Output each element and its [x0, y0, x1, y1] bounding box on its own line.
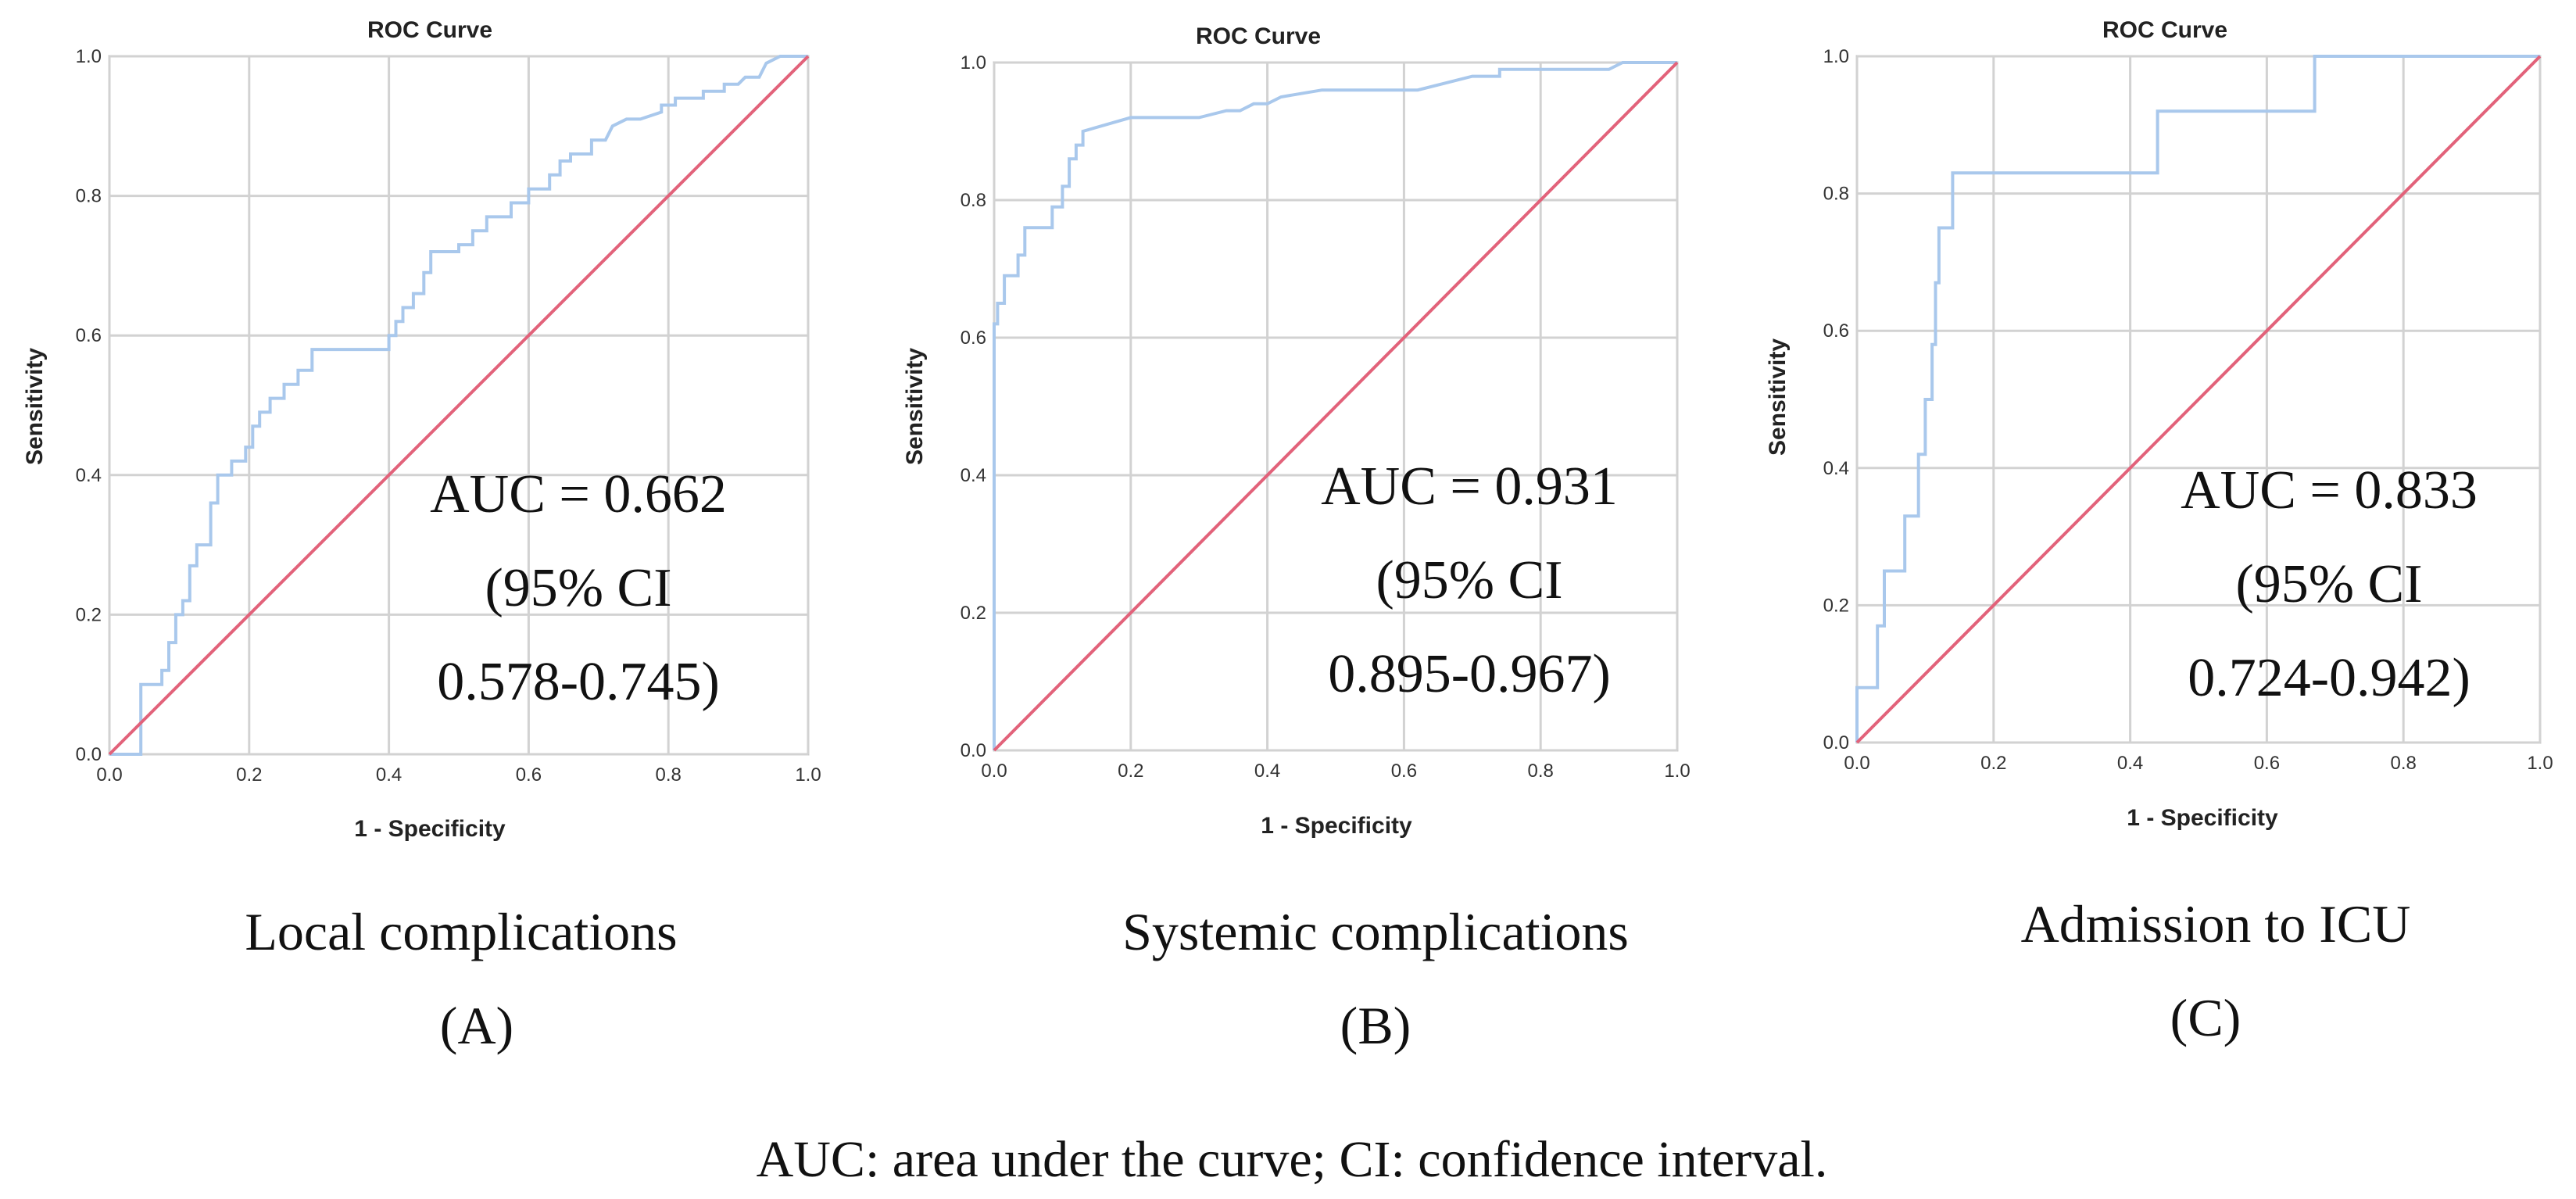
- panel-c-y-tick-label: 1.0: [1823, 46, 1849, 67]
- panel-a-reference-line: [108, 55, 810, 756]
- panel-c-roc-curve: [1855, 55, 2540, 743]
- panel-b-x-tick-label: 1.0: [1664, 761, 1690, 782]
- panel-a-title: ROC Curve: [367, 17, 492, 43]
- panel-b-caption: Systemic complications: [1122, 902, 1629, 961]
- panel-a-y-tick-label: 0.2: [76, 604, 102, 625]
- panel-c-x-tick-label: 1.0: [2527, 753, 2553, 774]
- panel-c-x-tick-label: 0.2: [1980, 753, 2006, 774]
- panel-c-x-tick-label: 0.4: [2117, 753, 2143, 774]
- panel-c-ci-range: 0.724-0.942): [2188, 648, 2470, 708]
- panel-b-x-axis-label: 1 - Specificity: [1261, 813, 1412, 839]
- panel-b-auc-text: AUC = 0.931: [1321, 456, 1618, 517]
- panel-c-y-tick-label: 0.8: [1823, 184, 1849, 205]
- panel-a-caption: Local complications: [245, 902, 677, 961]
- panel-c-x-tick-label: 0.6: [2254, 753, 2280, 774]
- panel-a-y-tick-label: 0.6: [76, 325, 102, 346]
- panel-a-y-axis-label: Sensitivity: [22, 348, 48, 465]
- panel-b-x-tick-label: 0.4: [1254, 761, 1280, 782]
- panel-a-x-axis-label: 1 - Specificity: [354, 816, 506, 842]
- panel-b: ROC Curve 1 - Specificity Sensitivity 0.…: [902, 23, 1690, 1055]
- panel-a-x-tick-label: 0.4: [376, 764, 402, 786]
- panel-a-ci-label: (95% CI: [485, 558, 671, 618]
- panel-c-x-tick-label: 0.8: [2391, 753, 2417, 774]
- panel-c-caption: Admission to ICU: [2021, 894, 2411, 954]
- panel-b-title: ROC Curve: [1196, 23, 1321, 49]
- panel-b-y-tick-label: 0.6: [961, 327, 986, 349]
- panel-b-y-tick-label: 0.4: [961, 465, 986, 486]
- panel-a-x-tick-label: 0.8: [656, 764, 682, 786]
- panel-b-x-tick-label: 0.8: [1528, 761, 1554, 782]
- panel-b-y-tick-label: 0.8: [961, 190, 986, 211]
- panel-a-y-tick-label: 0.0: [76, 744, 102, 765]
- panel-c-y-axis-label: Sensitivity: [1765, 338, 1791, 456]
- panel-c-y-tick-label: 0.2: [1823, 595, 1849, 616]
- panel-a-auc-text: AUC = 0.662: [430, 464, 727, 524]
- panel-c-label: (C): [2170, 988, 2241, 1047]
- panel-a: ROC Curve 1 - Specificity Sensitivity 0.…: [22, 17, 821, 1055]
- panel-c-x-tick-label: 0.0: [1844, 753, 1869, 774]
- panel-a-y-tick-label: 1.0: [76, 46, 102, 67]
- panel-b-ci-range: 0.895-0.967): [1328, 644, 1611, 704]
- panel-c-reference-line: [1855, 55, 2542, 744]
- panel-a-roc-curve: [109, 55, 808, 756]
- panel-a-y-tick-label: 0.8: [76, 186, 102, 207]
- panel-c-y-tick-label: 0.4: [1823, 458, 1849, 479]
- panel-a-label: (A): [440, 996, 513, 1055]
- panel-b-y-tick-label: 0.0: [961, 740, 986, 761]
- panel-b-x-tick-label: 0.2: [1118, 761, 1143, 782]
- panel-b-ci-label: (95% CI: [1376, 550, 1562, 610]
- panel-a-y-tick-label: 0.4: [76, 465, 102, 486]
- panel-b-y-tick-label: 0.2: [961, 603, 986, 624]
- panel-b-roc-curve: [993, 61, 1677, 750]
- panel-b-label: (B): [1340, 996, 1411, 1055]
- panel-b-reference-line: [993, 61, 1679, 752]
- panel-c-ci-label: (95% CI: [2235, 554, 2422, 614]
- panel-a-ci-range: 0.578-0.745): [437, 652, 720, 712]
- panel-c-y-tick-label: 0.0: [1823, 732, 1849, 753]
- panel-a-x-tick-label: 0.6: [516, 764, 542, 786]
- panel-a-x-tick-label: 0.0: [96, 764, 122, 786]
- panel-a-x-tick-label: 0.2: [236, 764, 262, 786]
- panel-c-x-axis-label: 1 - Specificity: [2127, 805, 2278, 831]
- panel-a-x-tick-label: 1.0: [795, 764, 821, 786]
- panel-b-y-axis-label: Sensitivity: [902, 348, 928, 465]
- panel-c: ROC Curve 1 - Specificity Sensitivity 0.…: [1765, 17, 2553, 1047]
- panel-c-y-tick-label: 0.6: [1823, 320, 1849, 342]
- figure-footnote: AUC: area under the curve; CI: confidenc…: [757, 1131, 1828, 1188]
- panel-b-x-tick-label: 0.6: [1391, 761, 1417, 782]
- panel-b-x-tick-label: 0.0: [981, 761, 1007, 782]
- panel-c-title: ROC Curve: [2102, 17, 2227, 43]
- panel-b-y-tick-label: 1.0: [961, 52, 986, 73]
- panel-c-auc-text: AUC = 0.833: [2181, 460, 2478, 521]
